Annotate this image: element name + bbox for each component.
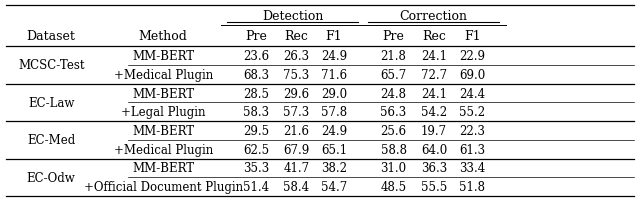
- Text: 26.3: 26.3: [284, 50, 309, 63]
- Text: 29.0: 29.0: [321, 87, 347, 100]
- Text: 19.7: 19.7: [421, 124, 447, 137]
- Text: Pre: Pre: [245, 30, 267, 43]
- Text: 29.5: 29.5: [243, 124, 269, 137]
- Text: MCSC-Test: MCSC-Test: [18, 59, 84, 72]
- Text: MM-BERT: MM-BERT: [132, 162, 195, 175]
- Text: 24.9: 24.9: [321, 124, 347, 137]
- Text: F1: F1: [464, 30, 481, 43]
- Text: EC-Law: EC-Law: [28, 96, 74, 109]
- Text: 58.4: 58.4: [284, 180, 309, 193]
- Text: MM-BERT: MM-BERT: [132, 87, 195, 100]
- Text: EC-Odw: EC-Odw: [27, 171, 76, 184]
- Text: 48.5: 48.5: [381, 180, 406, 193]
- Text: 55.2: 55.2: [460, 106, 485, 119]
- Text: +Medical Plugin: +Medical Plugin: [113, 68, 213, 81]
- Text: Method: Method: [139, 30, 188, 43]
- Text: 51.8: 51.8: [460, 180, 485, 193]
- Text: 21.6: 21.6: [284, 124, 309, 137]
- Text: 29.6: 29.6: [284, 87, 309, 100]
- Text: MM-BERT: MM-BERT: [132, 124, 195, 137]
- Text: Pre: Pre: [383, 30, 404, 43]
- Text: +Medical Plugin: +Medical Plugin: [113, 143, 213, 156]
- Text: 67.9: 67.9: [283, 143, 310, 156]
- Text: 24.1: 24.1: [421, 50, 447, 63]
- Text: Correction: Correction: [399, 10, 468, 22]
- Text: 57.3: 57.3: [283, 106, 310, 119]
- Text: 33.4: 33.4: [459, 162, 486, 175]
- Text: 31.0: 31.0: [381, 162, 406, 175]
- Text: 57.8: 57.8: [321, 106, 347, 119]
- Text: 69.0: 69.0: [459, 68, 486, 81]
- Text: Rec: Rec: [284, 30, 308, 43]
- Text: 56.3: 56.3: [380, 106, 407, 119]
- Text: 71.6: 71.6: [321, 68, 347, 81]
- Text: 61.3: 61.3: [460, 143, 485, 156]
- Text: F1: F1: [326, 30, 342, 43]
- Text: 75.3: 75.3: [283, 68, 310, 81]
- Text: 36.3: 36.3: [420, 162, 447, 175]
- Text: +Official Document Plugin: +Official Document Plugin: [84, 180, 243, 193]
- Text: Detection: Detection: [262, 10, 323, 22]
- Text: +Legal Plugin: +Legal Plugin: [121, 106, 205, 119]
- Text: 51.4: 51.4: [243, 180, 269, 193]
- Text: 24.1: 24.1: [421, 87, 447, 100]
- Text: 22.9: 22.9: [460, 50, 485, 63]
- Text: 24.9: 24.9: [321, 50, 347, 63]
- Text: 54.7: 54.7: [321, 180, 348, 193]
- Text: 24.8: 24.8: [381, 87, 406, 100]
- Text: 25.6: 25.6: [381, 124, 406, 137]
- Text: 64.0: 64.0: [420, 143, 447, 156]
- Text: 41.7: 41.7: [284, 162, 309, 175]
- Text: 54.2: 54.2: [421, 106, 447, 119]
- Text: 65.1: 65.1: [321, 143, 347, 156]
- Text: 23.6: 23.6: [243, 50, 269, 63]
- Text: 55.5: 55.5: [420, 180, 447, 193]
- Text: 58.8: 58.8: [381, 143, 406, 156]
- Text: 72.7: 72.7: [421, 68, 447, 81]
- Text: 58.3: 58.3: [243, 106, 269, 119]
- Text: 24.4: 24.4: [460, 87, 485, 100]
- Text: MM-BERT: MM-BERT: [132, 50, 195, 63]
- Text: 68.3: 68.3: [243, 68, 269, 81]
- Text: 35.3: 35.3: [243, 162, 269, 175]
- Text: 22.3: 22.3: [460, 124, 485, 137]
- Text: 65.7: 65.7: [380, 68, 407, 81]
- Text: EC-Med: EC-Med: [27, 134, 76, 147]
- Text: Rec: Rec: [422, 30, 446, 43]
- Text: 21.8: 21.8: [381, 50, 406, 63]
- Text: Dataset: Dataset: [27, 30, 76, 43]
- Text: 38.2: 38.2: [321, 162, 347, 175]
- Text: 28.5: 28.5: [243, 87, 269, 100]
- Text: 62.5: 62.5: [243, 143, 269, 156]
